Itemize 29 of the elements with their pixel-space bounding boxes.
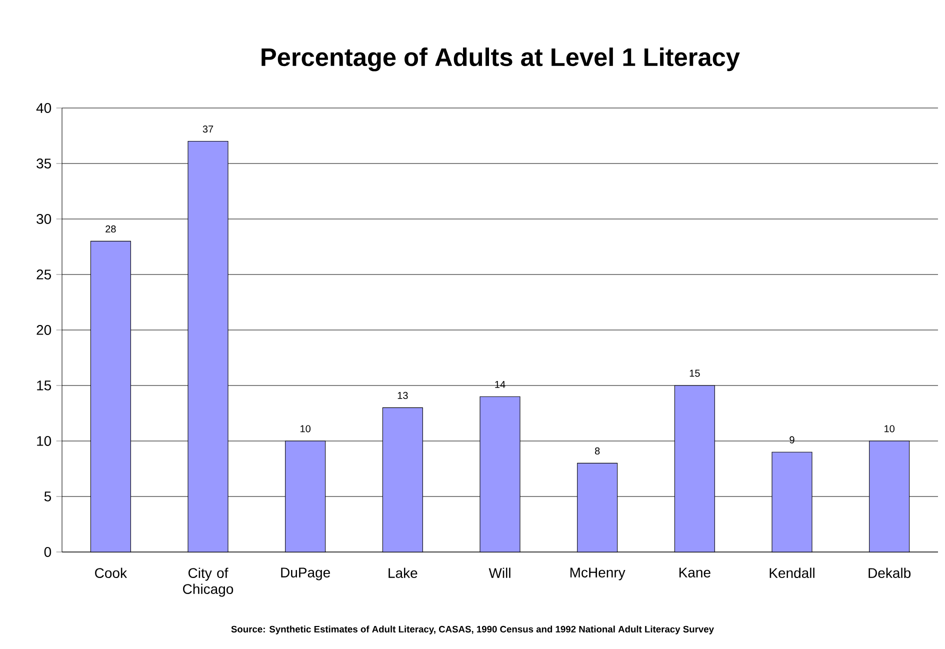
x-tick-label: Cook [95,568,128,578]
chart-title: Percentage of Adults at Level 1 Literacy [262,48,740,72]
data-label: 37 [202,126,214,133]
y-tick-label: 40 [36,103,52,113]
data-label: 10 [884,425,894,432]
data-label: 9 [790,436,794,444]
source-note: Source: Synthetic Estimates of Adult Literacy, CASAS, 1990 Census and 1992 National Adult Literacy Survey [231,626,714,634]
x-tick-label: DuPage [281,568,330,580]
data-label: 10 [300,425,311,432]
y-tick-label: 0 [44,547,52,557]
data-label: 8 [594,447,600,454]
x-tick-label: Kane [679,568,710,578]
data-label: 15 [690,370,700,377]
y-tick-label: 20 [36,325,52,335]
x-tick-label: McHenry [570,568,626,580]
y-tick-label: 5 [44,492,52,502]
x-tick-label: Kendall [770,568,814,578]
data-label: 28 [106,225,116,232]
x-tick-label: Dekalb [868,568,911,578]
x-tick-label: Lake [388,568,418,578]
x-tick-label: Will [488,568,510,578]
data-label: 13 [398,392,408,399]
data-label: 14 [495,381,506,388]
y-tick-label: 10 [37,436,52,446]
y-tick-label: 25 [36,270,52,280]
y-tick-label: 30 [36,214,52,224]
y-tick-label: 35 [36,158,52,168]
x-tick-label: City of Chicago [183,568,234,597]
y-tick-label: 15 [37,380,52,390]
